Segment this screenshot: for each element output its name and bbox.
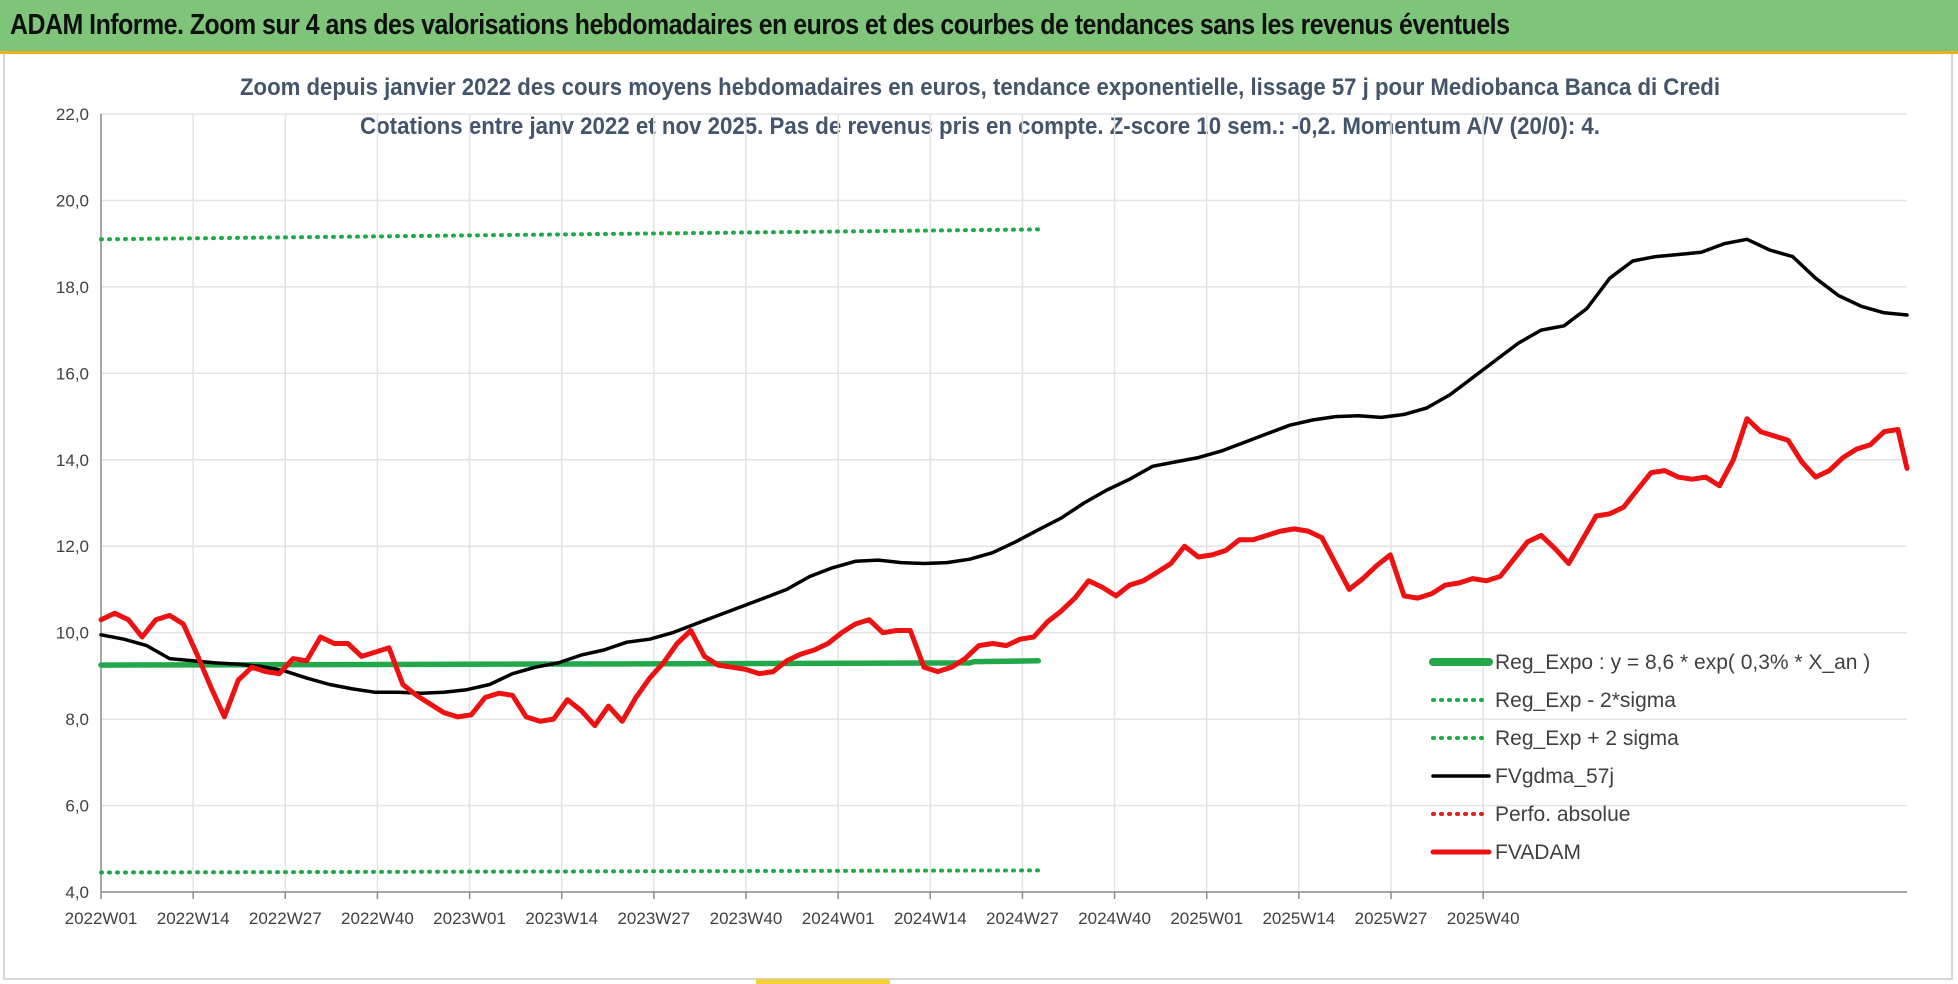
legend-label: Reg_Exp - 2*sigma [1495,689,1676,712]
legend-label: FVgdma_57j [1495,765,1614,788]
series-line-1 [99,868,1041,875]
series-line-0 [98,658,1042,668]
y-tick-label: 4,0 [65,883,89,902]
x-tick-label: 2025W40 [1447,909,1520,928]
chart-title: Zoom depuis janvier 2022 des cours moyen… [240,74,1720,101]
y-tick-label: 14,0 [56,451,89,470]
series-line-5 [98,416,1910,729]
axes: 4,0 6,0 8,0 10,0 12,0 14,0 16,0 18,0 20,0 22,0 202… [56,105,1907,928]
series-line-3 [99,237,1909,695]
y-tick-label: 20,0 [56,191,89,210]
series-lines [98,227,1910,875]
x-tick-label: 2024W40 [1078,909,1151,928]
x-tick-label: 2022W27 [249,909,322,928]
x-tick-label: 2023W01 [433,909,506,928]
chart-subtitle: Cotations entre janv 2022 et nov 2025. P… [360,113,1600,140]
bottom-accent-mark [756,979,890,984]
y-tick-label: 22,0 [56,105,89,124]
legend-label: FVADAM [1495,841,1581,864]
x-tick-label: 2022W01 [65,909,138,928]
legend-label: Reg_Expo : y = 8,6 * exp( 0,3% * X_an ) [1495,651,1870,674]
report-banner: ADAM Informe. Zoom sur 4 ans des valoris… [0,0,1958,54]
chart-panel: Zoom depuis janvier 2022 des cours moyen… [3,54,1953,980]
x-tick-label: 2025W27 [1355,909,1428,928]
y-tick-label: 16,0 [56,364,89,383]
x-tick-label: 2023W40 [710,909,783,928]
y-tick-label: 10,0 [56,624,89,643]
x-tick-label: 2025W01 [1170,909,1243,928]
legend-label: Reg_Exp + 2 sigma [1495,727,1679,750]
series-line-2 [99,227,1041,242]
y-tick-label: 12,0 [56,537,89,556]
y-tick-label: 6,0 [65,797,89,816]
x-tick-label: 2025W14 [1262,909,1335,928]
x-tick-label: 2024W01 [802,909,875,928]
x-tick-label: 2022W14 [157,909,230,928]
y-tick-label: 8,0 [65,710,89,729]
line-chart: Zoom depuis janvier 2022 des cours moyen… [56,74,1910,928]
y-tick-label: 18,0 [56,278,89,297]
report-title: ADAM Informe. Zoom sur 4 ans des valoris… [10,9,1510,41]
legend-label: Perfo. absolue [1495,803,1630,826]
chart-legend: Reg_Expo : y = 8,6 * exp( 0,3% * X_an ) R… [1429,651,1870,864]
x-tick-label: 2022W40 [341,909,414,928]
x-tick-label: 2023W14 [525,909,598,928]
x-tick-label: 2024W14 [894,909,967,928]
x-tick-label: 2024W27 [986,909,1059,928]
x-tick-label: 2023W27 [617,909,690,928]
gridlines [101,113,1907,892]
